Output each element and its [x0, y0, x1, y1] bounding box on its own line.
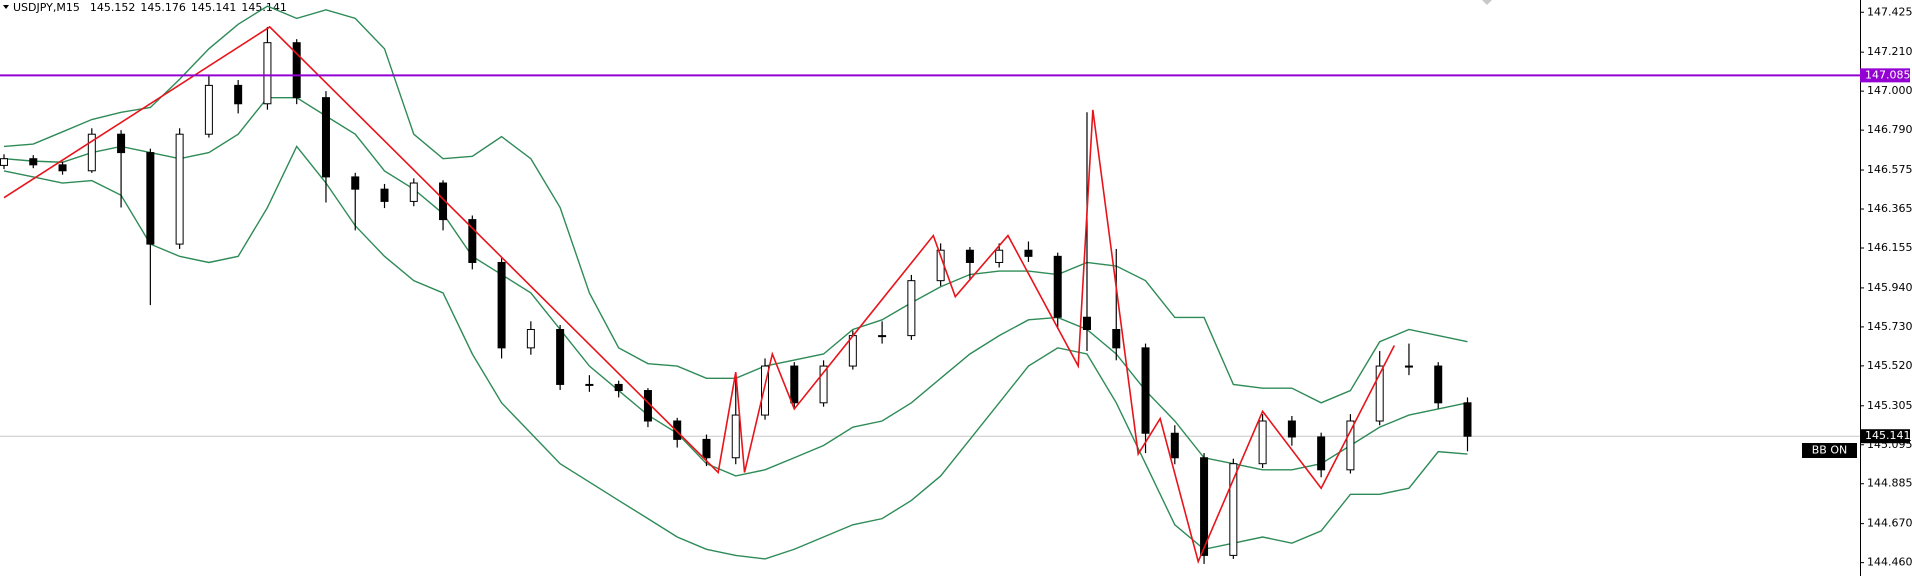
candle-body — [58, 164, 67, 172]
y-tick-label: 145.730 — [1867, 320, 1912, 333]
candle-body — [1434, 365, 1443, 404]
y-tick-label: 145.305 — [1867, 399, 1912, 412]
shift-marker — [1482, 0, 1492, 5]
candle-body — [468, 219, 477, 263]
candle-body — [731, 414, 740, 459]
badge-label: BB ON — [1812, 444, 1847, 457]
candle-body — [907, 280, 916, 337]
y-tick-label: 146.155 — [1867, 241, 1912, 254]
y-tick-label: 144.670 — [1867, 517, 1912, 530]
candle-body — [1287, 420, 1296, 438]
y-tick-label: 145.520 — [1867, 359, 1912, 372]
candle-body — [790, 365, 799, 404]
candle-body — [234, 84, 243, 105]
candle-body — [761, 365, 770, 416]
quote-value: 145.176 — [140, 1, 186, 14]
candle-body — [556, 328, 565, 385]
candle-body — [1317, 436, 1326, 471]
y-tick-label: 146.575 — [1867, 163, 1912, 176]
candle-body — [1346, 420, 1355, 471]
candle-body — [1053, 255, 1062, 318]
candle-body — [1229, 463, 1238, 556]
level-label: 147.085 — [1865, 68, 1911, 81]
y-tick-label: 145.940 — [1867, 281, 1912, 294]
candle-body — [29, 158, 38, 166]
candle-body — [526, 328, 535, 349]
candle-body — [702, 438, 711, 459]
candle-body — [1258, 420, 1267, 465]
candle-body — [497, 261, 506, 349]
candle-body — [0, 158, 8, 166]
candle-body — [263, 42, 272, 105]
bid-label-box — [1860, 429, 1910, 444]
menu-triangle[interactable] — [3, 5, 9, 9]
candle-body — [1082, 316, 1091, 330]
candle-body — [204, 84, 213, 135]
bollinger-lower — [3, 145, 1468, 560]
candle-body — [1141, 347, 1150, 434]
candle-body — [409, 182, 418, 202]
bollinger-middle — [3, 96, 1468, 477]
y-tick-label: 144.460 — [1867, 556, 1912, 569]
candle-body — [995, 249, 1004, 263]
y-tick-label: 147.425 — [1867, 5, 1912, 18]
candle-body — [614, 383, 623, 392]
y-tick-label: 146.790 — [1867, 123, 1912, 136]
candle-body — [1170, 432, 1179, 459]
candle-body — [292, 42, 301, 99]
candle-body — [1112, 328, 1121, 349]
y-tick-label: 146.365 — [1867, 202, 1912, 215]
candle-body — [351, 176, 360, 190]
candle-body — [439, 182, 448, 221]
quote-value: 145.152 — [90, 1, 136, 14]
candle-body — [146, 152, 155, 245]
candle-body — [1024, 249, 1033, 257]
candle-body — [87, 133, 96, 172]
candle-body — [819, 365, 828, 404]
level-label-box — [1860, 68, 1910, 83]
candle-body — [878, 335, 887, 338]
candle-body — [321, 97, 330, 178]
candle-body — [175, 133, 184, 245]
y-tick-label: 147.210 — [1867, 45, 1912, 58]
candle-body — [673, 420, 682, 440]
candle-body — [585, 383, 594, 386]
y-tick-label: 144.885 — [1867, 477, 1912, 490]
chart-title: USDJPY,M15 — [13, 1, 80, 14]
candle-body — [965, 249, 974, 263]
quote-value: 145.141 — [191, 1, 237, 14]
candle-body — [380, 188, 389, 202]
candle-body — [117, 133, 126, 154]
badge-box — [1802, 443, 1857, 458]
candle-body — [1463, 402, 1472, 437]
candle-body — [1375, 365, 1384, 422]
bid-label: 145.141 — [1865, 429, 1911, 442]
zigzag — [3, 25, 1396, 564]
y-tick-label: 147.000 — [1867, 84, 1912, 97]
candle-body — [1404, 365, 1413, 368]
candle-body — [1200, 457, 1209, 556]
